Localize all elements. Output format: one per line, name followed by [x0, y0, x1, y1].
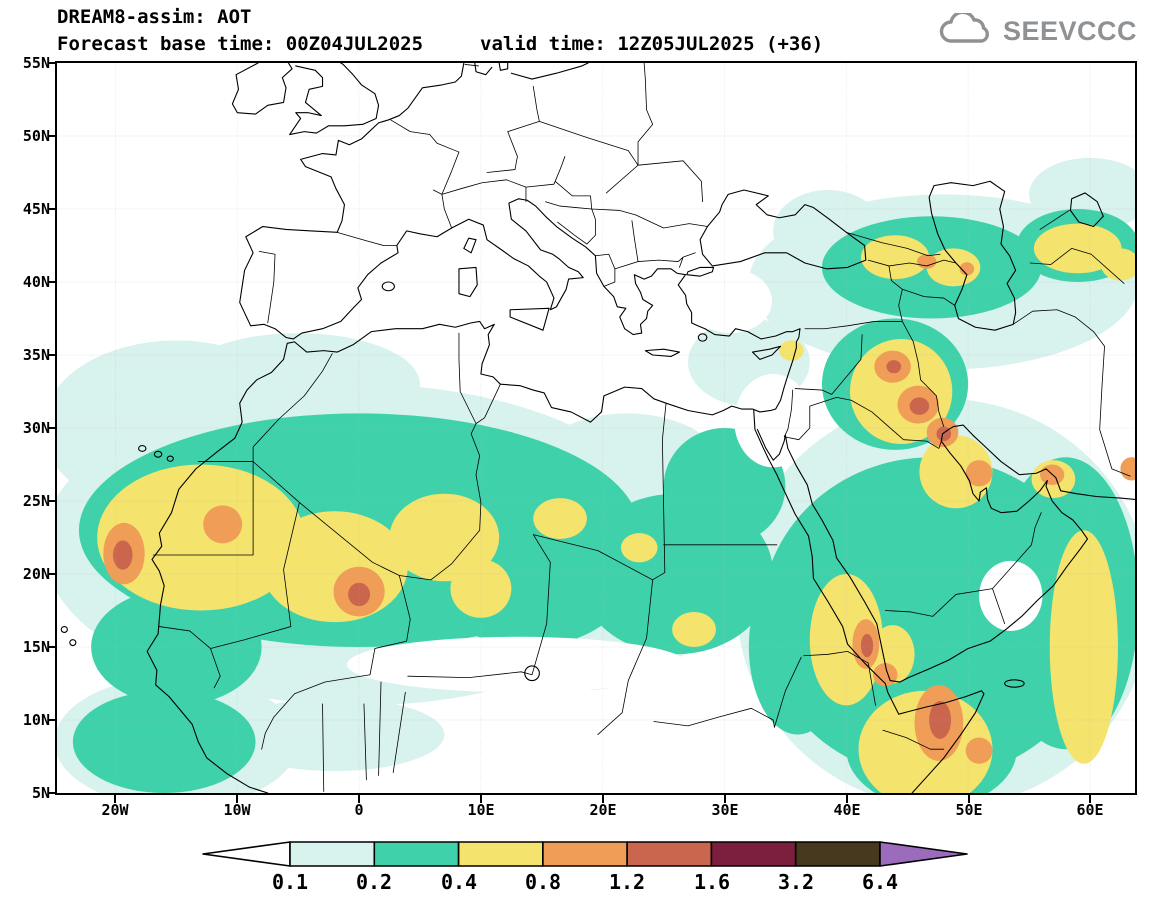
lon-tick — [480, 795, 482, 803]
lon-label-20e: 20E — [589, 801, 617, 819]
lat-label-40n: 40N — [22, 273, 50, 291]
colorbar-label-0.4: 0.4 — [440, 870, 478, 894]
lon-tick — [1089, 795, 1091, 803]
lon-label-0: 0 — [354, 801, 364, 819]
lon-tick — [724, 795, 726, 803]
colorbar-label-6.4: 6.4 — [861, 870, 899, 894]
colorbar-seg-0.2-0.4 — [373, 841, 460, 867]
colorbar-seg-1.6-3.2 — [710, 841, 797, 867]
lat-tick — [48, 208, 56, 210]
colorbar-legend: 0.1 0.2 0.4 0.8 1.2 1.6 3.2 6.4 — [200, 839, 970, 903]
lat-tick — [48, 62, 56, 64]
lat-label-25n: 25N — [22, 492, 50, 510]
page-title: DREAM8-assim: AOT — [57, 6, 252, 28]
lon-tick — [968, 795, 970, 803]
aot-level-1p2 — [113, 360, 952, 739]
colorbar-arrow-above — [879, 841, 968, 867]
colorbar-seg-0.4-0.8 — [457, 841, 544, 867]
colorbar-label-0.8: 0.8 — [524, 870, 562, 894]
lat-tick — [48, 354, 56, 356]
lat-label-30n: 30N — [22, 419, 50, 437]
lon-label-10w: 10W — [223, 801, 251, 819]
colorbar-seg-3.2-6.4 — [794, 841, 881, 867]
aot-clear-gaps — [346, 268, 1043, 782]
lat-label-35n: 35N — [22, 346, 50, 364]
cloud-icon — [938, 10, 994, 49]
colorbar-label-0.2: 0.2 — [355, 870, 393, 894]
lon-tick — [846, 795, 848, 803]
lat-tick — [48, 646, 56, 648]
lat-label-10n: 10N — [22, 711, 50, 729]
lat-tick — [48, 792, 56, 794]
map-frame — [55, 61, 1137, 795]
lat-label-45n: 45N — [22, 200, 50, 218]
logo-text: SEEVCCC — [1002, 15, 1137, 46]
lon-label-20w: 20W — [101, 801, 129, 819]
colorbar-label-1.6: 1.6 — [693, 870, 731, 894]
colorbar-label-3.2: 3.2 — [777, 870, 815, 894]
lon-label-30e: 30E — [711, 801, 739, 819]
lat-tick — [48, 135, 56, 137]
lat-label-5n: 5N — [31, 784, 50, 802]
lon-label-40e: 40E — [833, 801, 861, 819]
lon-label-50e: 50E — [955, 801, 983, 819]
lon-tick — [358, 795, 360, 803]
lat-tick — [48, 427, 56, 429]
aot-fill-layer — [57, 157, 1135, 793]
lat-label-50n: 50N — [22, 127, 50, 145]
colorbar-label-0.1: 0.1 — [271, 870, 309, 894]
lon-tick — [114, 795, 116, 803]
map-canvas — [57, 63, 1135, 793]
lon-tick — [236, 795, 238, 803]
colorbar-arrow-below — [202, 841, 291, 867]
lon-tick — [602, 795, 604, 803]
colorbar-seg-0.1-0.2 — [289, 841, 376, 867]
seevccc-logo: SEEVCCC — [938, 10, 1137, 49]
lat-label-55n: 55N — [22, 54, 50, 72]
lat-tick — [48, 500, 56, 502]
valid-time: valid time: 12Z05JUL2025 (+36) — [480, 33, 824, 55]
lon-label-60e: 60E — [1076, 801, 1104, 819]
forecast-base-time: Forecast base time: 00Z04JUL2025 — [57, 33, 424, 55]
lat-label-20n: 20N — [22, 565, 50, 583]
colorbar-seg-0.8-1.2 — [542, 841, 628, 867]
coastlines — [61, 63, 1135, 793]
lat-label-15n: 15N — [22, 638, 50, 656]
colorbar-label-1.2: 1.2 — [608, 870, 646, 894]
forecast-subtitle: Forecast base time: 00Z04JUL2025 valid ti… — [57, 33, 823, 55]
country-borders — [153, 63, 1130, 792]
colorbar-seg-1.2-1.6 — [626, 841, 713, 867]
lat-tick — [48, 573, 56, 575]
lat-tick — [48, 719, 56, 721]
colorbar-scale — [202, 841, 968, 867]
lon-label-10e: 10E — [467, 801, 495, 819]
lat-tick — [48, 281, 56, 283]
